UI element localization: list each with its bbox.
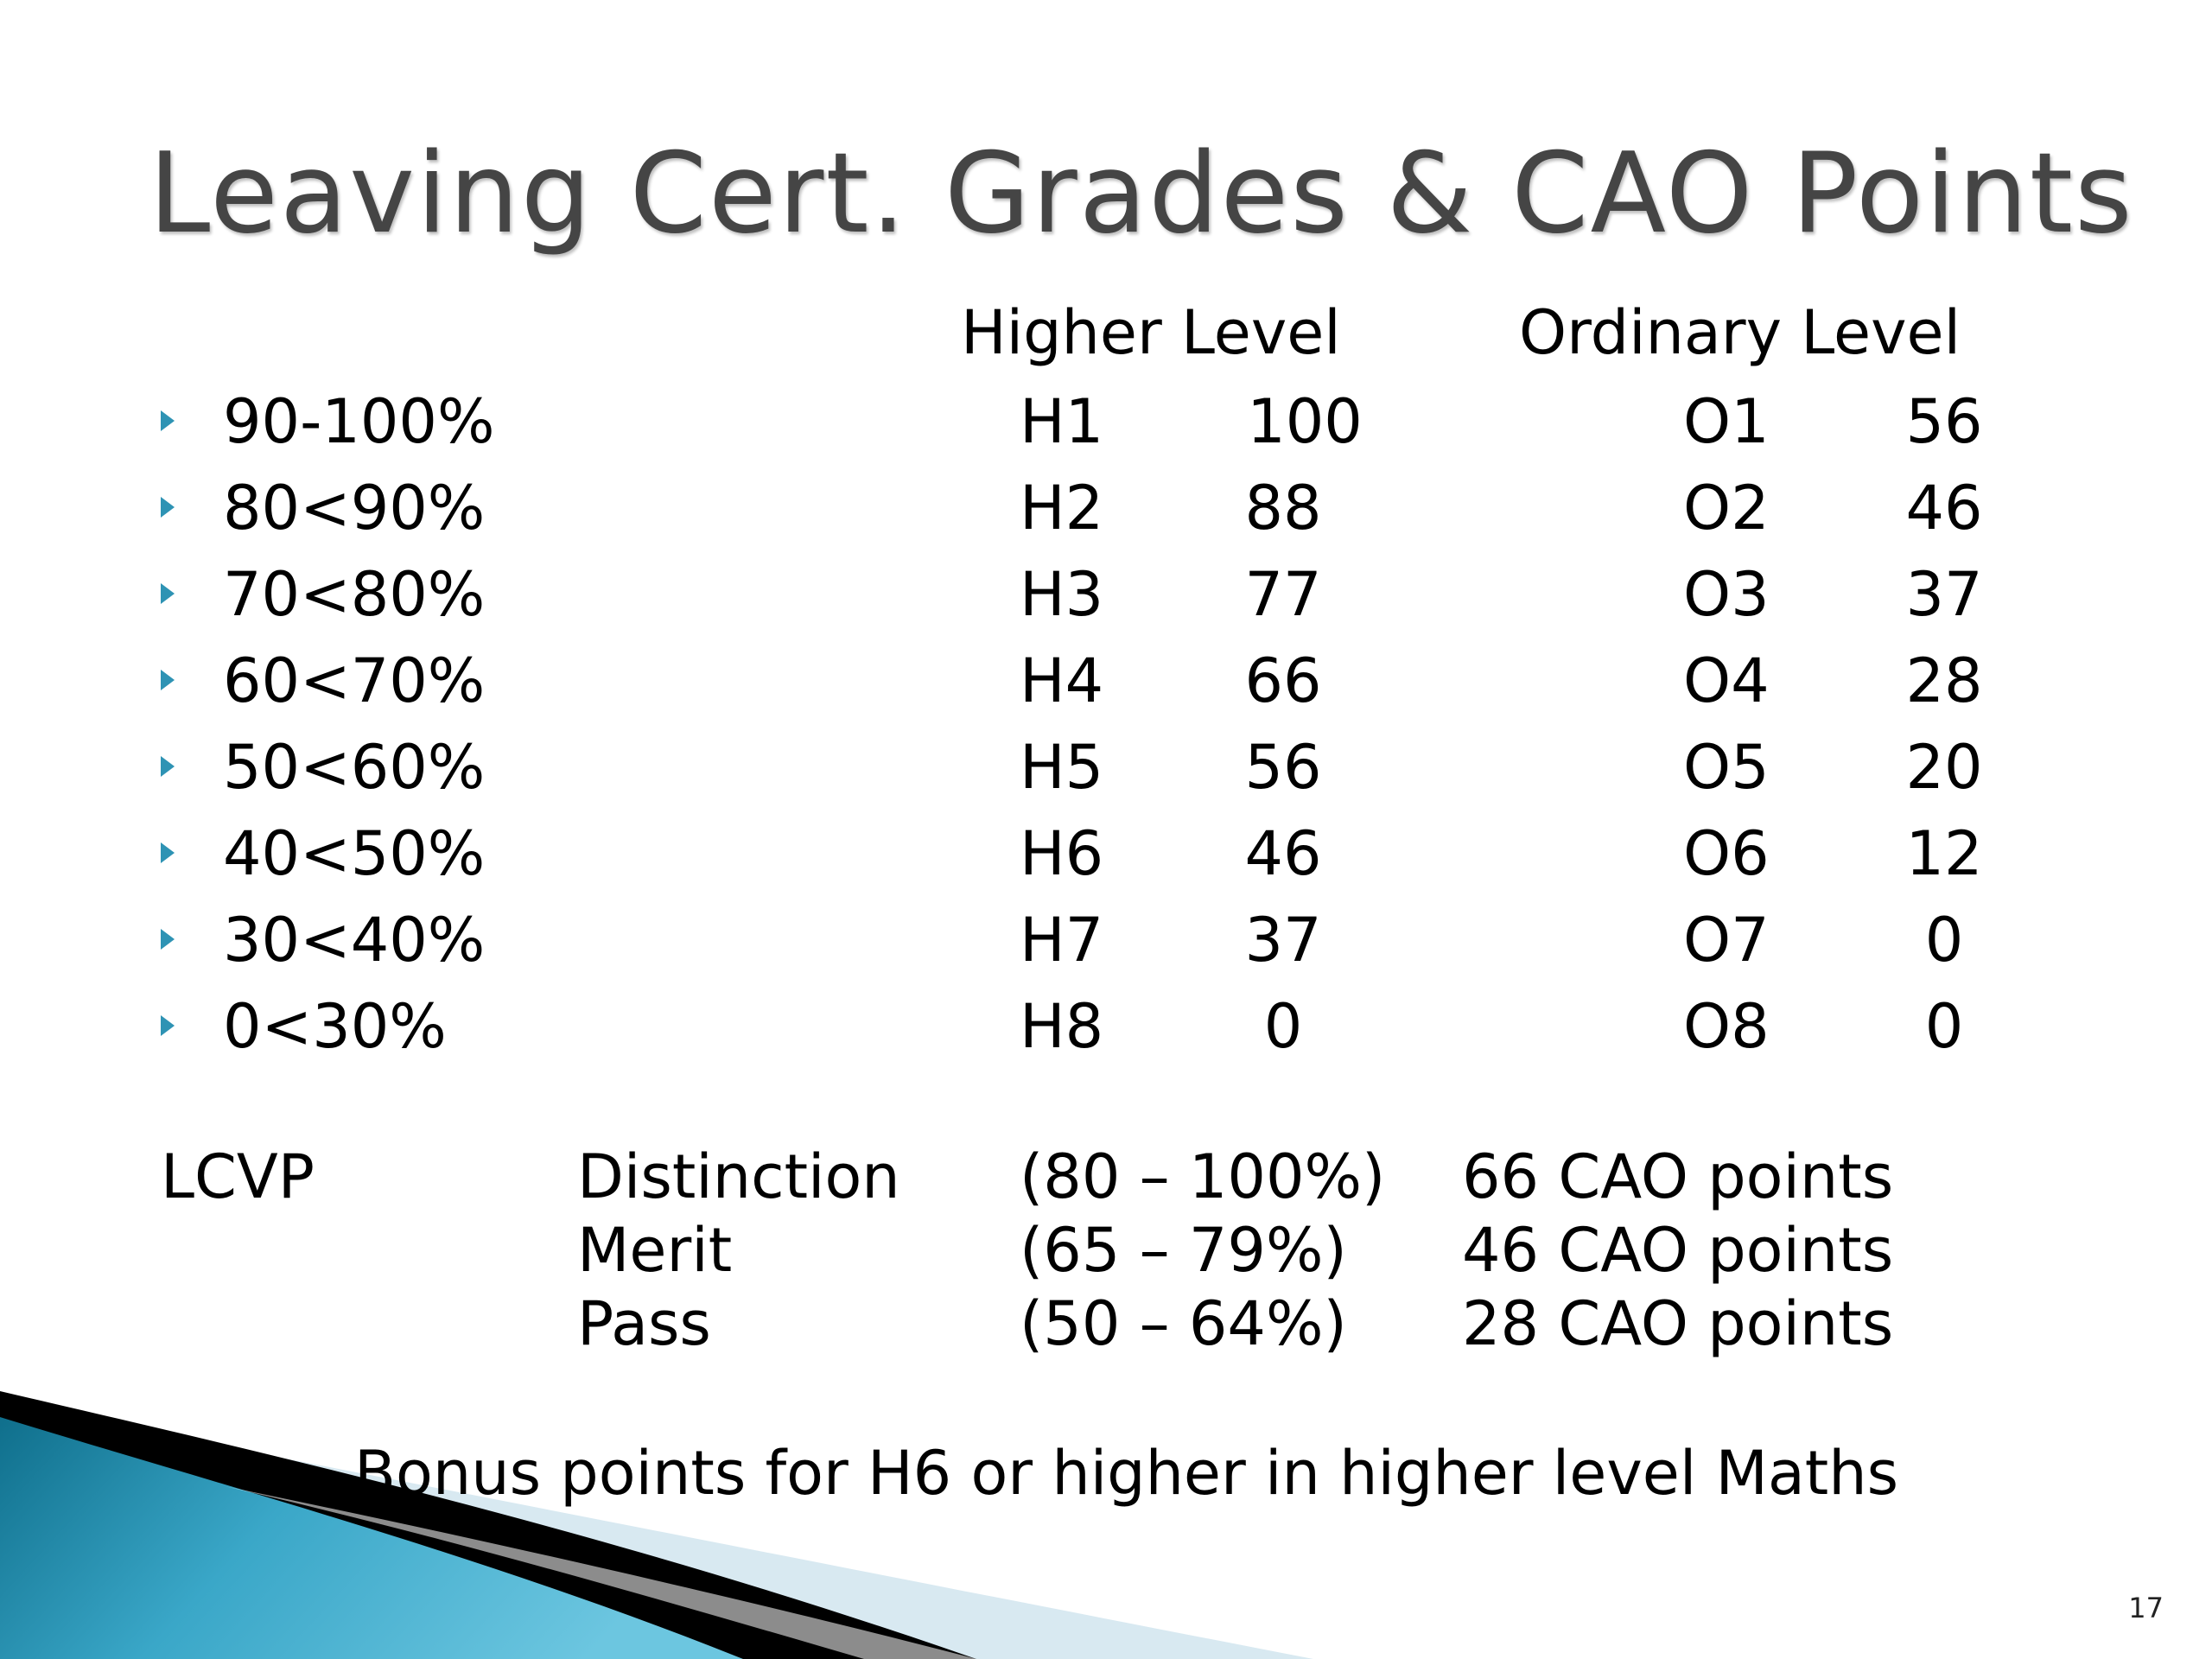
higher-grade: H8: [1020, 991, 1104, 1062]
ordinary-points: 0: [1924, 991, 1964, 1062]
percent-range: 0<30%: [223, 991, 447, 1062]
higher-level-header: Higher Level: [961, 297, 1341, 368]
higher-points: 56: [1244, 732, 1322, 803]
arrow-bullet-icon: [161, 497, 175, 518]
arrow-bullet-icon: [161, 670, 175, 690]
slide-number: 17: [2128, 1592, 2164, 1624]
lcvp-label: LCVP: [161, 1141, 315, 1212]
higher-points: 37: [1244, 905, 1322, 976]
lcvp-grade: Merit: [577, 1215, 733, 1286]
lcvp-range: (65 – 79%): [1020, 1215, 1347, 1286]
ordinary-points: 46: [1905, 473, 1983, 543]
ordinary-grade: O3: [1683, 559, 1770, 630]
lcvp-points: 28 CAO points: [1462, 1288, 1894, 1359]
slide-title: Leaving Cert. Grades & CAO Points: [149, 130, 2134, 258]
percent-range: 60<70%: [223, 645, 486, 716]
bonus-note: Bonus points for H6 or higher in higher …: [354, 1438, 1899, 1509]
ordinary-grade: O1: [1683, 386, 1770, 457]
lcvp-grade: Distinction: [577, 1141, 900, 1212]
lcvp-grade: Pass: [577, 1288, 711, 1359]
ordinary-points: 28: [1905, 645, 1983, 716]
ordinary-grade: O2: [1683, 473, 1770, 543]
higher-grade: H4: [1020, 645, 1104, 716]
ordinary-grade: O5: [1683, 732, 1770, 803]
higher-grade: H7: [1020, 905, 1104, 976]
percent-range: 80<90%: [223, 473, 486, 543]
percent-range: 30<40%: [223, 905, 486, 976]
higher-grade: H2: [1020, 473, 1104, 543]
ordinary-grade: O6: [1683, 818, 1770, 889]
arrow-bullet-icon: [161, 410, 175, 431]
higher-points: 66: [1244, 645, 1322, 716]
higher-points: 88: [1244, 473, 1322, 543]
lcvp-range: (80 – 100%): [1020, 1141, 1386, 1212]
higher-grade: H5: [1020, 732, 1104, 803]
arrow-bullet-icon: [161, 929, 175, 950]
percent-range: 40<50%: [223, 818, 486, 889]
ordinary-points: 37: [1905, 559, 1983, 630]
arrow-bullet-icon: [161, 756, 175, 777]
higher-points: 100: [1247, 386, 1363, 457]
ordinary-points: 56: [1905, 386, 1983, 457]
lcvp-range: (50 – 64%): [1020, 1288, 1347, 1359]
percent-range: 70<80%: [223, 559, 486, 630]
ordinary-points: 20: [1905, 732, 1983, 803]
lcvp-points: 66 CAO points: [1462, 1141, 1894, 1212]
higher-grade: H3: [1020, 559, 1104, 630]
higher-points: 77: [1244, 559, 1322, 630]
ordinary-grade: O4: [1683, 645, 1770, 716]
higher-grade: H1: [1020, 386, 1104, 457]
higher-grade: H6: [1020, 818, 1104, 889]
ordinary-grade: O8: [1683, 991, 1770, 1062]
arrow-bullet-icon: [161, 583, 175, 604]
higher-points: 0: [1263, 991, 1303, 1062]
percent-range: 50<60%: [223, 732, 486, 803]
ordinary-points: 0: [1924, 905, 1964, 976]
arrow-bullet-icon: [161, 842, 175, 863]
higher-points: 46: [1244, 818, 1322, 889]
ordinary-grade: O7: [1683, 905, 1770, 976]
lcvp-points: 46 CAO points: [1462, 1215, 1894, 1286]
percent-range: 90-100%: [223, 386, 495, 457]
ordinary-level-header: Ordinary Level: [1519, 297, 1961, 368]
ordinary-points: 12: [1905, 818, 1983, 889]
arrow-bullet-icon: [161, 1015, 175, 1036]
